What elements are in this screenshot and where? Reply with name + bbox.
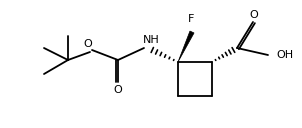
Text: F: F <box>188 14 194 24</box>
Text: NH: NH <box>143 35 159 45</box>
Text: OH: OH <box>276 50 293 60</box>
Polygon shape <box>178 31 194 62</box>
Text: O: O <box>114 85 122 95</box>
Text: O: O <box>84 39 92 49</box>
Text: O: O <box>250 10 259 20</box>
